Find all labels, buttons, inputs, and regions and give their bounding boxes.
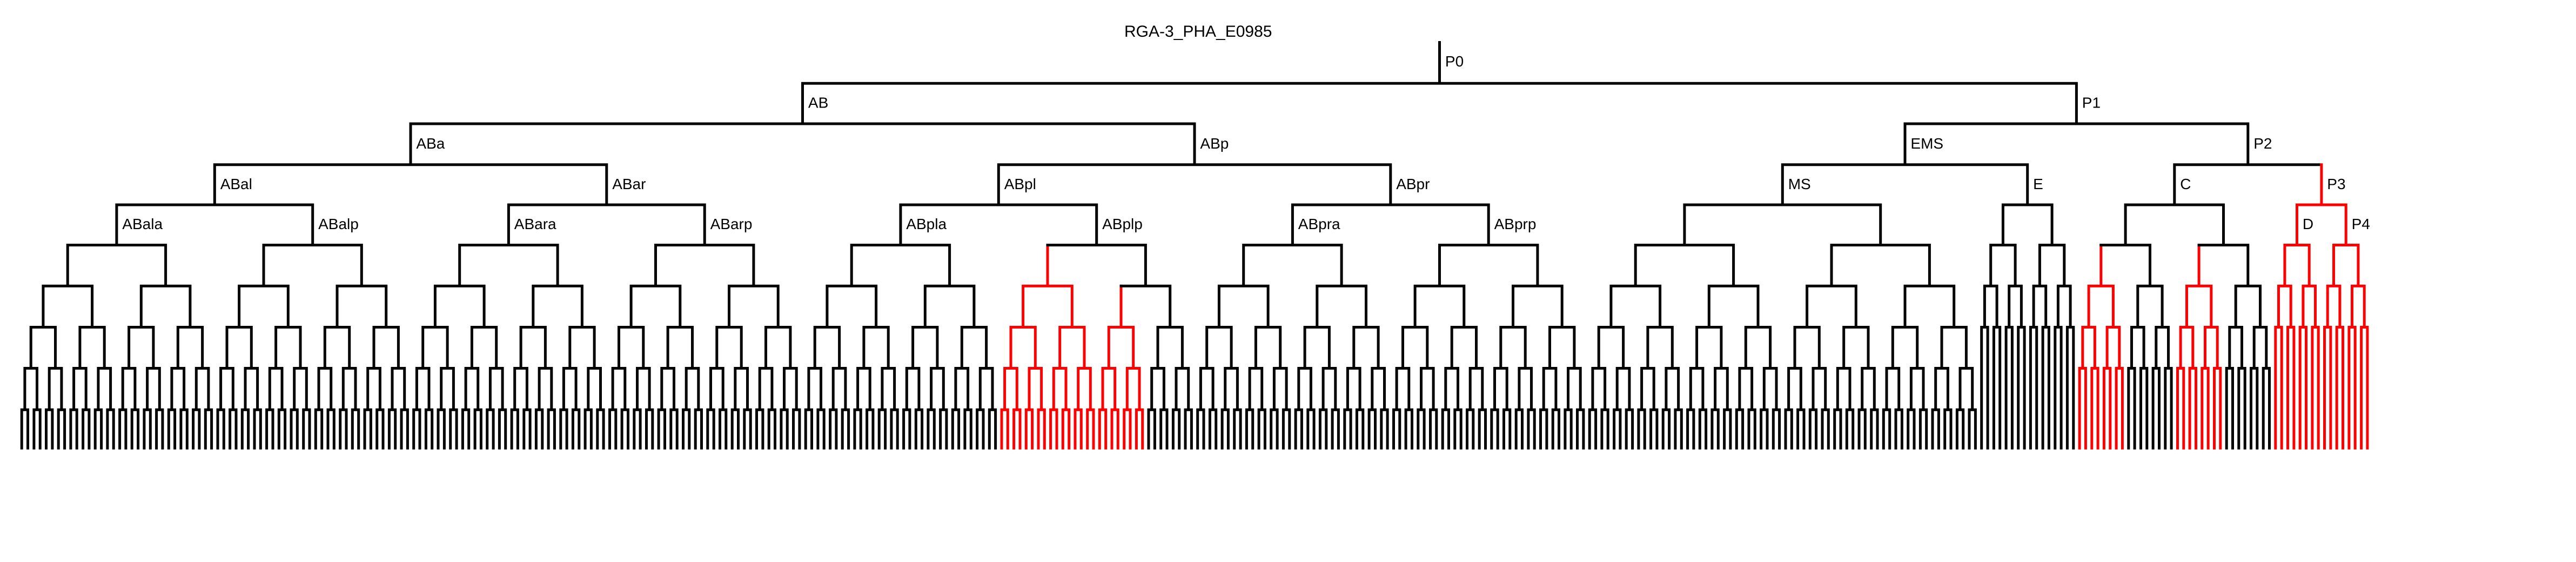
svg-text:ABarp: ABarp xyxy=(710,216,753,232)
svg-text:ABpr: ABpr xyxy=(1396,176,1430,192)
svg-text:P0: P0 xyxy=(1445,53,1464,70)
svg-text:ABala: ABala xyxy=(122,216,163,232)
svg-text:D: D xyxy=(2303,216,2313,232)
svg-text:ABpra: ABpra xyxy=(1298,216,1340,232)
svg-text:MS: MS xyxy=(1788,176,1811,192)
svg-text:EMS: EMS xyxy=(1910,135,1943,152)
svg-text:P2: P2 xyxy=(2253,135,2272,152)
svg-text:C: C xyxy=(2180,176,2191,192)
svg-text:ABp: ABp xyxy=(1200,135,1229,152)
svg-text:ABalp: ABalp xyxy=(318,216,359,232)
svg-text:ABpla: ABpla xyxy=(906,216,947,232)
svg-text:ABprp: ABprp xyxy=(1494,216,1537,232)
svg-text:ABa: ABa xyxy=(416,135,445,152)
svg-text:ABar: ABar xyxy=(612,176,646,192)
svg-text:AB: AB xyxy=(808,95,828,111)
svg-text:P4: P4 xyxy=(2352,216,2370,232)
svg-text:RGA-3_PHA_E0985: RGA-3_PHA_E0985 xyxy=(1124,23,1272,41)
svg-text:P1: P1 xyxy=(2082,95,2101,111)
svg-text:ABpl: ABpl xyxy=(1004,176,1036,192)
svg-text:P3: P3 xyxy=(2327,176,2345,192)
svg-text:ABal: ABal xyxy=(220,176,252,192)
svg-text:ABplp: ABplp xyxy=(1102,216,1143,232)
svg-text:ABara: ABara xyxy=(514,216,556,232)
svg-text:E: E xyxy=(2033,176,2043,192)
